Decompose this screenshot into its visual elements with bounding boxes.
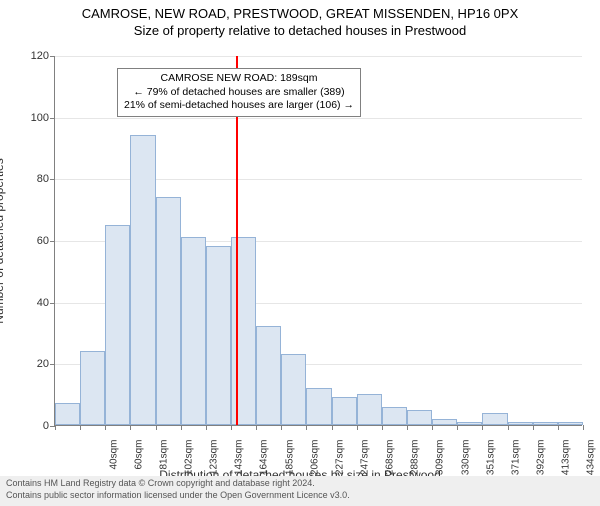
- histogram-bar: [407, 410, 432, 425]
- ytick-mark: [50, 56, 55, 57]
- xtick-mark: [508, 425, 509, 430]
- page-subtitle: Size of property relative to detached ho…: [0, 23, 600, 38]
- ytick-label: 20: [9, 358, 49, 370]
- xtick-mark: [382, 425, 383, 430]
- ytick-label: 100: [9, 112, 49, 124]
- histogram-bar: [181, 237, 206, 425]
- xtick-mark: [332, 425, 333, 430]
- histogram-bar: [508, 422, 533, 425]
- xtick-mark: [558, 425, 559, 430]
- xtick-mark: [357, 425, 358, 430]
- xtick-mark: [130, 425, 131, 430]
- xtick-mark: [231, 425, 232, 430]
- histogram-bar: [432, 419, 457, 425]
- histogram-bar: [206, 246, 231, 425]
- histogram-bar: [533, 422, 558, 425]
- xtick-mark: [256, 425, 257, 430]
- ytick-label: 80: [9, 173, 49, 185]
- xtick-mark: [583, 425, 584, 430]
- annotation-box: CAMROSE NEW ROAD: 189sqm← 79% of detache…: [117, 68, 361, 117]
- histogram-bar: [105, 225, 130, 425]
- histogram-bar: [558, 422, 583, 425]
- histogram-bar: [357, 394, 382, 425]
- histogram-bar: [306, 388, 331, 425]
- ytick-label: 60: [9, 235, 49, 247]
- gridline: [55, 56, 582, 57]
- xtick-mark: [533, 425, 534, 430]
- histogram-bar: [281, 354, 306, 425]
- xtick-mark: [306, 425, 307, 430]
- page-title: CAMROSE, NEW ROAD, PRESTWOOD, GREAT MISS…: [0, 6, 600, 21]
- ytick-mark: [50, 179, 55, 180]
- ytick-label: 40: [9, 297, 49, 309]
- footer: Contains HM Land Registry data © Crown c…: [0, 476, 600, 506]
- gridline: [55, 118, 582, 119]
- xtick-mark: [482, 425, 483, 430]
- xtick-mark: [432, 425, 433, 430]
- histogram-bar: [55, 403, 80, 425]
- xtick-mark: [80, 425, 81, 430]
- xtick-mark: [156, 425, 157, 430]
- xtick-mark: [281, 425, 282, 430]
- histogram-bar: [130, 135, 155, 425]
- footer-line-1: Contains HM Land Registry data © Crown c…: [6, 478, 594, 490]
- xtick-mark: [55, 425, 56, 430]
- histogram-bar: [156, 197, 181, 425]
- annotation-line: ← 79% of detached houses are smaller (38…: [124, 86, 354, 100]
- xtick-mark: [206, 425, 207, 430]
- y-axis-label: Number of detached properties: [0, 158, 6, 323]
- annotation-line: 21% of semi-detached houses are larger (…: [124, 99, 354, 113]
- ytick-mark: [50, 118, 55, 119]
- histogram-bar: [231, 237, 256, 425]
- xtick-mark: [407, 425, 408, 430]
- histogram-bar: [256, 326, 281, 425]
- xtick-mark: [457, 425, 458, 430]
- histogram-chart: 02040608010012040sqm60sqm81sqm102sqm123s…: [54, 56, 582, 426]
- histogram-bar: [332, 397, 357, 425]
- histogram-bar: [482, 413, 507, 425]
- ytick-label: 120: [9, 50, 49, 62]
- xtick-mark: [105, 425, 106, 430]
- histogram-bar: [80, 351, 105, 425]
- annotation-line: CAMROSE NEW ROAD: 189sqm: [124, 72, 354, 86]
- ytick-mark: [50, 364, 55, 365]
- histogram-bar: [457, 422, 482, 425]
- ytick-mark: [50, 241, 55, 242]
- xtick-mark: [181, 425, 182, 430]
- ytick-label: 0: [9, 420, 49, 432]
- histogram-bar: [382, 407, 407, 426]
- plot-area: 02040608010012040sqm60sqm81sqm102sqm123s…: [54, 56, 582, 426]
- ytick-mark: [50, 303, 55, 304]
